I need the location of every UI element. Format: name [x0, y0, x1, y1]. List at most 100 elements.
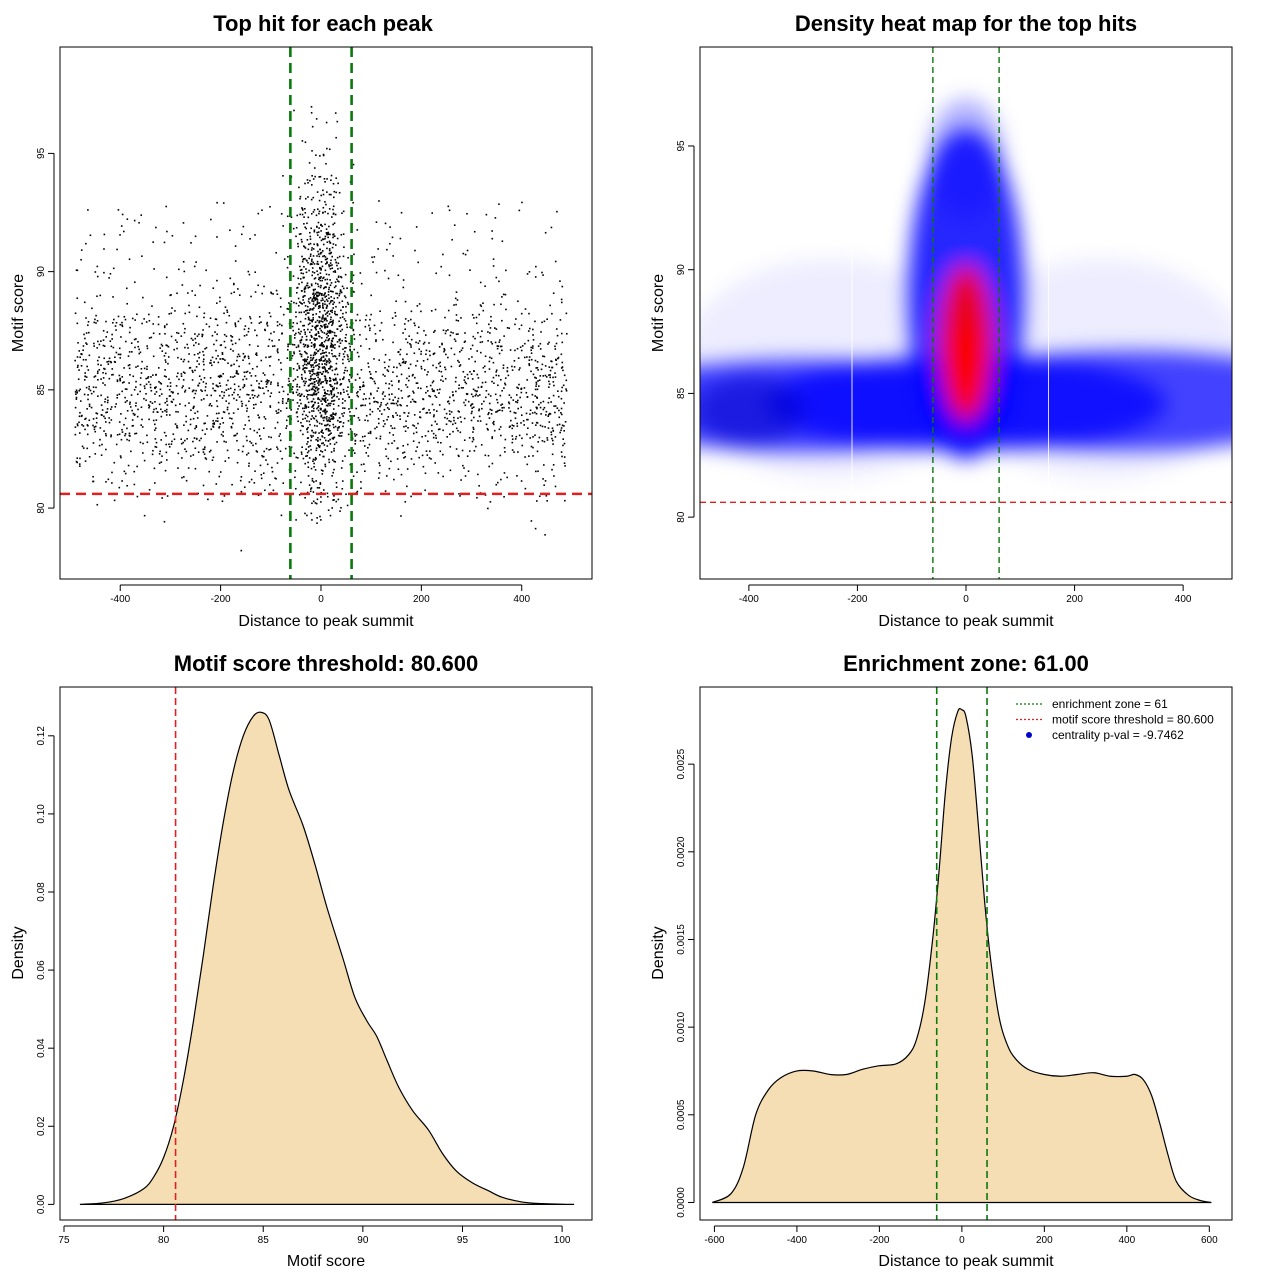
scatter-point — [478, 409, 480, 412]
scatter-point — [315, 214, 318, 217]
scatter-point — [299, 353, 302, 355]
scatter-point — [237, 320, 240, 323]
scatter-point — [260, 380, 263, 383]
scatter-point — [414, 249, 416, 252]
scatter-point — [434, 329, 436, 332]
scatter-point — [535, 383, 538, 385]
scatter-point — [325, 363, 328, 366]
scatter-point — [119, 357, 122, 359]
scatter-point — [326, 247, 328, 250]
scatter-point — [314, 277, 317, 279]
scatter-point — [141, 418, 143, 421]
scatter-point — [299, 197, 301, 200]
scatter-point — [458, 384, 460, 387]
scatter-point — [317, 294, 320, 297]
scatter-point — [306, 454, 309, 457]
scatter-point — [242, 359, 244, 362]
scatter-point — [319, 279, 322, 282]
scatter-point — [321, 473, 324, 475]
scatter-point — [419, 416, 421, 418]
scatter-point — [369, 392, 372, 395]
scatter-point — [194, 369, 196, 372]
scatter-point — [513, 360, 516, 362]
scatter-point — [387, 277, 390, 280]
scatter-point — [560, 353, 563, 356]
scatter-point — [407, 379, 410, 382]
scatter-point — [338, 425, 340, 428]
scatter-point — [323, 409, 326, 412]
scatter-point — [487, 429, 489, 431]
scatter-point — [168, 388, 171, 391]
scatter-point — [391, 442, 393, 444]
scatter-point — [274, 427, 277, 429]
scatter-point — [170, 335, 173, 338]
scatter-point — [448, 274, 451, 277]
scatter-point — [300, 339, 303, 342]
scatter-point — [385, 455, 388, 458]
scatter-point — [442, 475, 444, 478]
scatter-point — [104, 398, 107, 400]
scatter-point — [329, 404, 331, 407]
scatter-point — [404, 318, 407, 320]
scatter-point — [303, 207, 306, 210]
scatter-point — [77, 342, 79, 344]
scatter-point — [269, 315, 272, 318]
scatter-point — [320, 353, 322, 355]
heatmap-x-tick-label: 200 — [1066, 594, 1083, 605]
scatter-point — [543, 406, 546, 409]
scatter-point — [254, 291, 257, 293]
scatter-point — [320, 414, 323, 417]
scatter-point — [216, 279, 218, 282]
scatter-point — [143, 318, 145, 320]
scatter-point — [547, 427, 550, 429]
scatter-point — [294, 487, 297, 490]
scatter-y-label: Motif score — [10, 274, 27, 352]
scatter-point — [307, 466, 310, 468]
scatter-point — [324, 378, 327, 380]
scatter-point — [157, 316, 160, 318]
scatter-point — [469, 450, 471, 452]
heatmap-column-top — [928, 98, 1004, 219]
scatter-point — [331, 309, 333, 312]
scatter-point — [404, 456, 407, 458]
scatter-point — [247, 355, 250, 358]
scatter-point — [535, 377, 537, 379]
scatter-point — [315, 480, 317, 482]
scatter-point — [312, 385, 315, 388]
scatter-point — [321, 325, 323, 328]
scatter-point — [468, 358, 470, 360]
scatter-point — [336, 278, 338, 281]
scatter-point — [324, 371, 327, 373]
scatter-point — [110, 435, 112, 438]
scatter-point — [295, 456, 298, 459]
scatter-point — [295, 519, 297, 521]
scatter-point — [402, 279, 405, 281]
scatter-point — [516, 399, 519, 402]
scatter-point — [308, 286, 311, 288]
scatter-point — [176, 425, 178, 427]
scatter-point — [412, 373, 414, 376]
scatter-point — [136, 313, 138, 316]
scatter-point — [228, 412, 230, 415]
scatter-point — [232, 376, 234, 378]
scatter-point — [489, 356, 491, 359]
scatter-point — [312, 398, 315, 400]
scatter-point — [511, 427, 514, 430]
scatter-point — [319, 515, 321, 518]
scatter-point — [173, 438, 176, 441]
scatter-point — [117, 209, 120, 211]
scatter-point — [343, 246, 345, 249]
scatter-point — [324, 358, 327, 361]
scatter-point — [246, 439, 248, 442]
scatter-point — [219, 471, 222, 473]
scatter-point — [201, 333, 204, 336]
scatter-point — [308, 362, 310, 365]
scatter-point — [201, 429, 204, 432]
scatter-point — [556, 334, 559, 337]
scatter-point — [316, 295, 318, 297]
scatter-point — [304, 417, 307, 420]
scatter-point — [321, 373, 323, 375]
scatter-point — [276, 412, 278, 415]
scatter-point — [98, 368, 101, 371]
scatter-point — [477, 331, 479, 334]
